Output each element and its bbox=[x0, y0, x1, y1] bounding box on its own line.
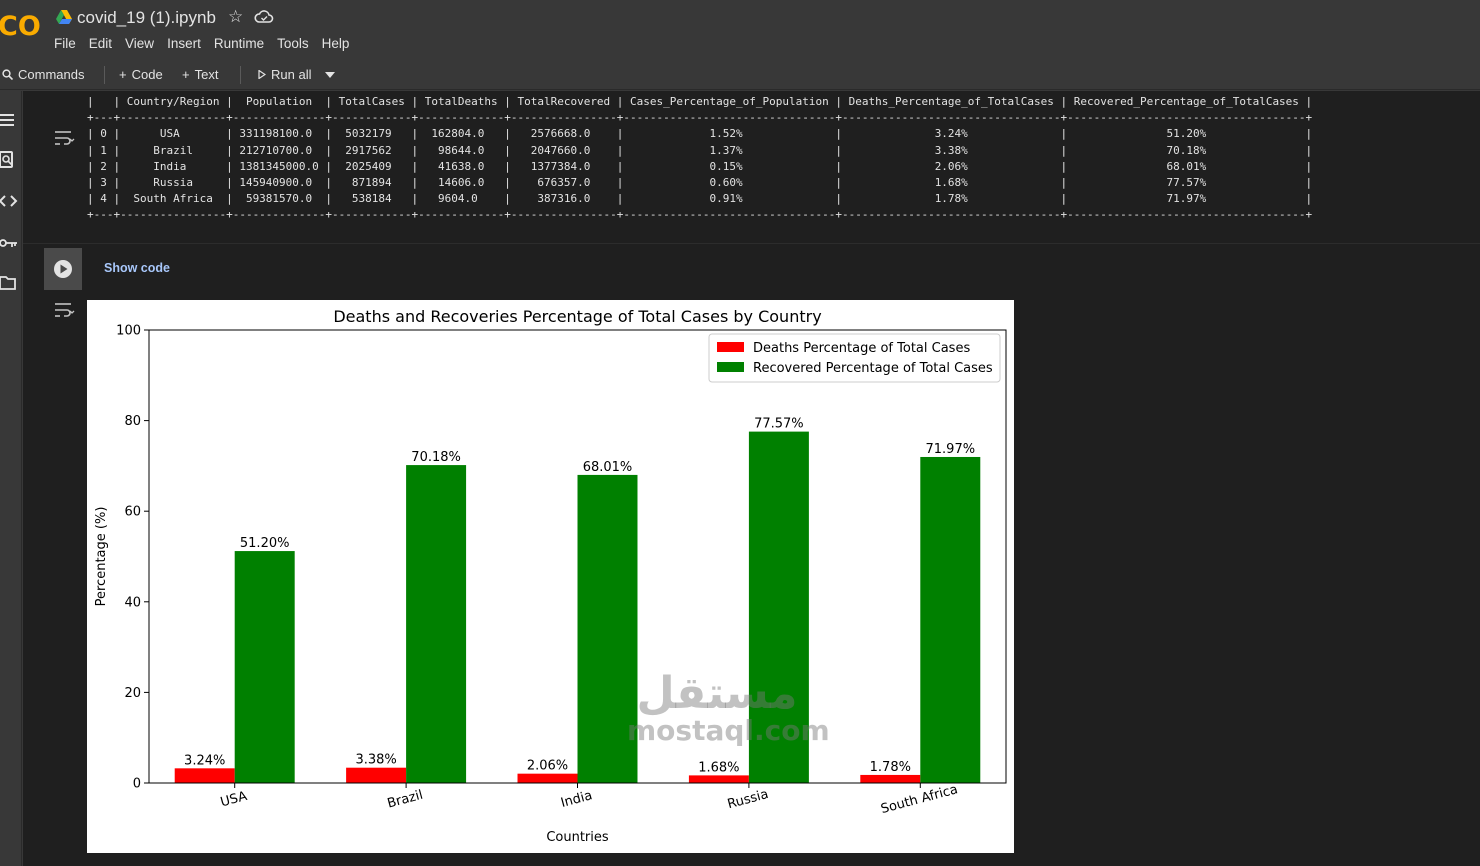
commands-label: Commands bbox=[18, 67, 85, 82]
bar-value-label: 3.38% bbox=[355, 753, 396, 768]
logo-text: CO bbox=[0, 11, 40, 40]
output-toggle-icon[interactable] bbox=[53, 301, 75, 319]
y-tick-label: 60 bbox=[124, 505, 141, 520]
chart-cell: Show code Deaths and Recoveries Percenta… bbox=[23, 243, 1480, 866]
code-label: Code bbox=[131, 67, 163, 82]
add-text-button[interactable]: + Text bbox=[182, 67, 218, 82]
menu-tools[interactable]: Tools bbox=[277, 36, 309, 51]
bar-recovered bbox=[577, 474, 638, 783]
bar-value-label: 1.68% bbox=[698, 760, 739, 775]
left-rail bbox=[0, 91, 22, 866]
menu-edit[interactable]: Edit bbox=[88, 36, 113, 51]
top-bar: CO covid_19 (1).ipynb ☆ File Edit View I… bbox=[0, 0, 1480, 60]
google-drive-icon bbox=[56, 10, 72, 24]
bar-chart: Deaths and Recoveries Percentage of Tota… bbox=[94, 307, 1007, 845]
find-icon[interactable] bbox=[0, 151, 18, 169]
y-tick-label: 80 bbox=[124, 414, 141, 429]
add-code-button[interactable]: + Code bbox=[119, 67, 163, 82]
run-all-button[interactable]: Run all bbox=[258, 67, 311, 82]
bar-recovered bbox=[920, 456, 981, 783]
bar-value-label: 71.97% bbox=[926, 442, 976, 457]
menu-bar: File Edit View Insert Runtime Tools Help bbox=[54, 36, 362, 51]
x-tick-label: Brazil bbox=[386, 788, 425, 812]
plus-icon: + bbox=[182, 67, 190, 82]
bar-value-label: 2.06% bbox=[527, 759, 568, 774]
bar-deaths bbox=[688, 775, 749, 783]
toolbar-divider bbox=[240, 66, 241, 84]
bar-value-label: 68.01% bbox=[583, 460, 633, 475]
cloud-icon[interactable] bbox=[254, 9, 274, 25]
menu-help[interactable]: Help bbox=[321, 36, 350, 51]
y-tick-label: 100 bbox=[116, 324, 141, 339]
plot-frame bbox=[148, 329, 1007, 784]
toolbar-divider bbox=[104, 66, 105, 84]
show-code-link[interactable]: Show code bbox=[104, 261, 170, 275]
bar-value-label: 1.78% bbox=[870, 760, 911, 775]
commands-button[interactable]: Commands bbox=[2, 67, 84, 82]
toolbar: Commands + Code + Text Run all bbox=[0, 60, 1480, 90]
play-icon bbox=[258, 70, 266, 79]
star-icon[interactable]: ☆ bbox=[228, 7, 244, 26]
bar-deaths bbox=[517, 773, 578, 783]
bar-value-label: 3.24% bbox=[184, 753, 225, 768]
run-all-label: Run all bbox=[271, 67, 312, 82]
run-all-dropdown-icon[interactable] bbox=[325, 72, 335, 78]
y-tick-label: 0 bbox=[133, 777, 141, 792]
notebook-title[interactable]: covid_19 (1).ipynb bbox=[77, 8, 216, 27]
table-of-contents-icon[interactable] bbox=[0, 111, 18, 129]
menu-runtime[interactable]: Runtime bbox=[213, 36, 265, 51]
y-axis-label: Percentage (%) bbox=[94, 507, 109, 607]
secrets-key-icon[interactable] bbox=[0, 234, 18, 252]
chart-title: Deaths and Recoveries Percentage of Tota… bbox=[333, 307, 821, 326]
legend-box bbox=[708, 333, 1001, 383]
y-tick-label: 40 bbox=[124, 595, 141, 610]
legend-label: Deaths Percentage of Total Cases bbox=[753, 341, 970, 356]
x-tick-label: USA bbox=[219, 789, 249, 810]
x-axis-label: Countries bbox=[546, 830, 609, 845]
legend-swatch bbox=[717, 342, 744, 352]
bar-recovered bbox=[748, 431, 809, 783]
bar-recovered bbox=[406, 465, 467, 783]
play-icon bbox=[54, 260, 72, 278]
search-icon bbox=[2, 69, 13, 80]
legend-swatch bbox=[717, 362, 744, 372]
bar-recovered bbox=[234, 551, 295, 783]
colab-logo[interactable]: CO bbox=[0, 10, 40, 40]
legend-label: Recovered Percentage of Total Cases bbox=[753, 361, 993, 376]
run-cell-button[interactable] bbox=[44, 248, 82, 290]
notebook-area: | | Country/Region | Population | TotalC… bbox=[23, 91, 1480, 866]
plus-icon: + bbox=[119, 67, 127, 82]
menu-file[interactable]: File bbox=[54, 36, 76, 51]
bar-deaths bbox=[860, 774, 921, 783]
results-table: | | Country/Region | Population | TotalC… bbox=[87, 95, 1313, 222]
y-tick-label: 20 bbox=[124, 686, 141, 701]
code-snippets-icon[interactable] bbox=[0, 192, 18, 210]
table-output: | | Country/Region | Population | TotalC… bbox=[23, 91, 1480, 243]
bar-value-label: 51.20% bbox=[240, 536, 290, 551]
output-toggle-icon[interactable] bbox=[53, 129, 75, 147]
bar-deaths bbox=[174, 768, 235, 783]
menu-view[interactable]: View bbox=[125, 36, 155, 51]
x-tick-label: India bbox=[559, 788, 594, 811]
text-label: Text bbox=[194, 67, 219, 82]
x-tick-label: South Africa bbox=[879, 782, 959, 817]
files-folder-icon[interactable] bbox=[0, 274, 18, 292]
bar-deaths bbox=[346, 767, 407, 783]
bar-value-label: 77.57% bbox=[754, 417, 804, 432]
bar-value-label: 70.18% bbox=[411, 450, 461, 465]
x-tick-label: Russia bbox=[726, 787, 770, 812]
chart-output: Deaths and Recoveries Percentage of Tota… bbox=[87, 300, 1014, 853]
menu-insert[interactable]: Insert bbox=[167, 36, 201, 51]
